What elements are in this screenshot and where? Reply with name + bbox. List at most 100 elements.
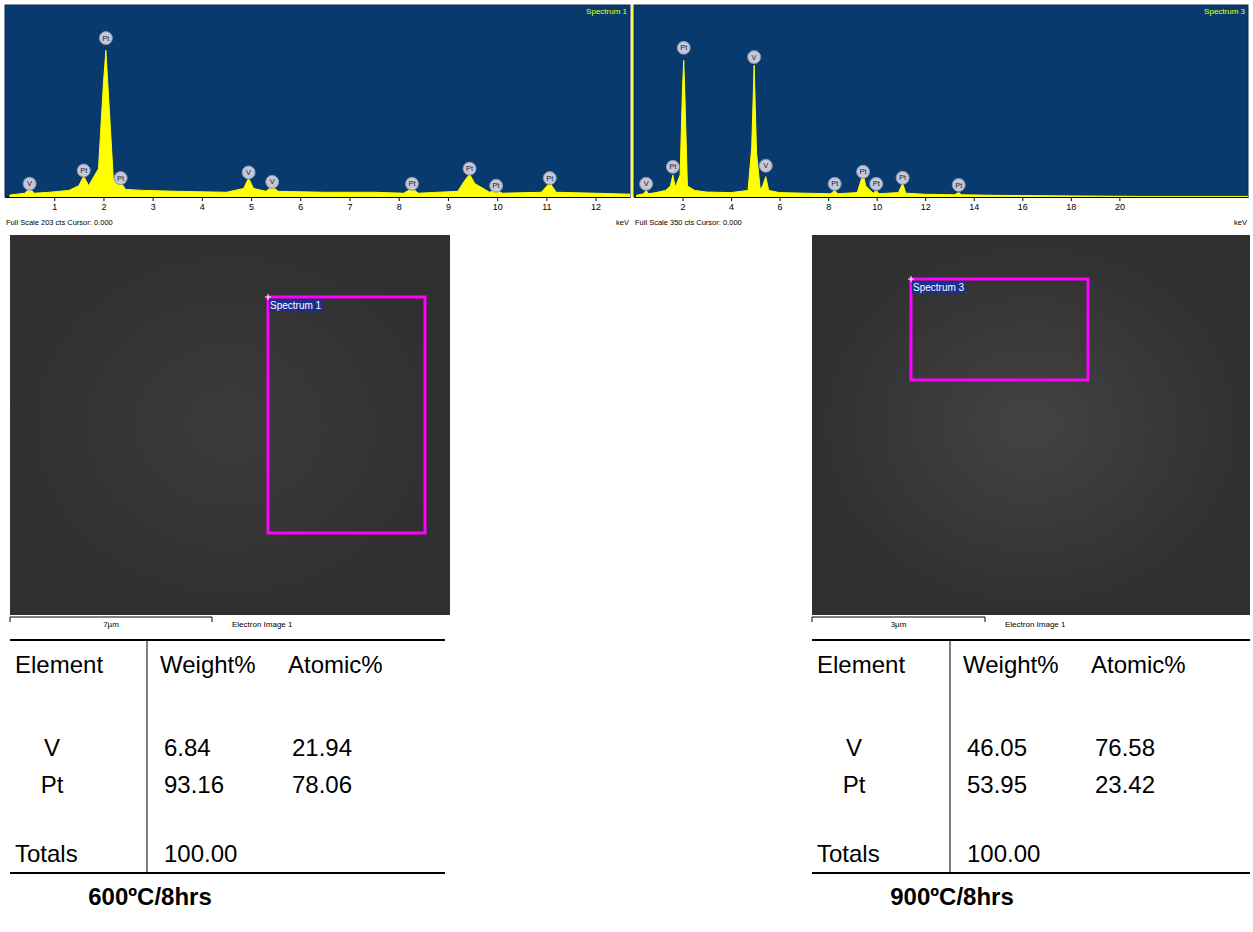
tick-label: 5 [249, 202, 254, 212]
peak-label: Pt [102, 34, 110, 43]
table-rule [10, 872, 445, 874]
tick-mark [399, 197, 400, 201]
tick-mark [300, 197, 301, 201]
tick-mark [349, 197, 350, 201]
region-label: Spectrum 1 [270, 300, 322, 311]
element: Pt [843, 771, 866, 798]
peak-label: V [246, 168, 251, 177]
scale-label: 7µm [103, 620, 119, 629]
peak-marker [543, 172, 556, 185]
scale-label: 3µm [891, 620, 907, 629]
tick-mark [925, 197, 926, 201]
peak-marker [748, 51, 761, 64]
divider [631, 5, 633, 197]
peak-marker [463, 162, 476, 175]
spectrum-panel: 123456789101112VPtPtPtVVPtPtPtPtSpectrum… [5, 5, 631, 227]
table-cell: 6.84 [164, 734, 211, 761]
region-label-bg [912, 281, 966, 294]
tick: 2 [101, 197, 106, 212]
peak-label: V [270, 177, 275, 186]
peak-marker [952, 178, 965, 191]
tick-label: 14 [969, 202, 979, 212]
tick: 8 [826, 197, 831, 212]
tick-label: 2 [681, 202, 686, 212]
tick-label: 3 [151, 202, 156, 212]
axis-title: keV [616, 218, 629, 227]
peak-marker [23, 177, 36, 190]
tick: 18 [1066, 197, 1076, 212]
peak-marker [114, 172, 127, 185]
table-cell: 21.94 [292, 734, 352, 761]
tick-label: 9 [446, 202, 451, 212]
peak-labels: VPtPtPtVVPtPtPtPt [23, 32, 556, 193]
peak-marker [266, 175, 279, 188]
tick: 16 [1018, 197, 1028, 212]
region-label: Spectrum 3 [913, 282, 965, 293]
tick-label: 8 [826, 202, 831, 212]
electron-image: Spectrum 1 7µm Electron Image 1 [10, 235, 450, 629]
table-cell: 23.42 [1095, 771, 1155, 798]
tick: 4 [200, 197, 205, 212]
x-axis: 2468101214161820 [635, 197, 1249, 212]
peak-labels: VPtPtVVPtPtPtPtPt [640, 41, 966, 191]
table-cell: 78.06 [292, 771, 352, 798]
result-table: ElementWeight%Atomic%V46.0576.58Pt53.952… [812, 640, 1250, 910]
peak-marker [896, 171, 909, 184]
peak-label: Pt [493, 181, 501, 190]
tick: 12 [921, 197, 931, 212]
peak-label: Pt [546, 174, 554, 183]
column-head: Weight% [963, 651, 1059, 678]
tick: 8 [397, 197, 402, 212]
tick-mark [103, 197, 104, 201]
tick-mark [877, 197, 878, 201]
table-divider [950, 640, 951, 873]
peak-label: V [27, 179, 32, 188]
tick-mark [828, 197, 829, 201]
axis-line [635, 197, 1249, 198]
totals-cell: 100.00 [967, 840, 1040, 867]
spectrum-area [636, 60, 1248, 197]
image-caption: Electron Image 1 [232, 620, 293, 629]
image-caption: Electron Image 1 [1005, 620, 1066, 629]
peak-label: Pt [669, 162, 677, 171]
peak-label: Pt [80, 166, 88, 175]
element: V [846, 734, 862, 761]
tick-label: 8 [397, 202, 402, 212]
peak-label: Pt [466, 164, 474, 173]
peak-label: Pt [860, 167, 868, 176]
tick-mark [497, 197, 498, 201]
peak-marker [677, 41, 690, 54]
peak-label: V [752, 53, 757, 62]
peak-label: V [644, 179, 649, 188]
tick-mark [54, 197, 55, 201]
tick: 6 [778, 197, 783, 212]
plot-area [10, 50, 630, 197]
peak-label: Pt [955, 181, 963, 190]
tick-label: 6 [298, 202, 303, 212]
table-rule [812, 872, 1250, 874]
spectrum-panel: 2468101214161820VPtPtVVPtPtPtPtPtSpectru… [634, 5, 1249, 227]
element: Pt [41, 771, 64, 798]
cross [268, 294, 269, 300]
tick: 7 [347, 197, 352, 212]
peak-marker [99, 32, 112, 45]
totals-cell: Totals [817, 840, 880, 867]
peak-label: Pt [408, 179, 416, 188]
peak-label: Pt [873, 179, 881, 188]
peak-marker [857, 165, 870, 178]
table-cell: 93.16 [164, 771, 224, 798]
result-table: ElementWeight%Atomic%V6.8421.94Pt93.1678… [10, 640, 445, 910]
column-head: Atomic% [288, 651, 383, 678]
table-cell: 53.95 [967, 771, 1027, 798]
peak-label: V [763, 161, 768, 170]
spectrum-area [10, 50, 630, 197]
tick-label: 4 [200, 202, 205, 212]
tick-label: 12 [921, 202, 931, 212]
table-divider [147, 640, 148, 873]
tick-label: 10 [872, 202, 882, 212]
figure: 123456789101112VPtPtPtVVPtPtPtPtSpectrum… [0, 0, 1253, 932]
column-head: Element [15, 651, 103, 678]
column-head: Element [817, 651, 905, 678]
axis-line [6, 197, 631, 198]
table-rule [812, 639, 1250, 641]
